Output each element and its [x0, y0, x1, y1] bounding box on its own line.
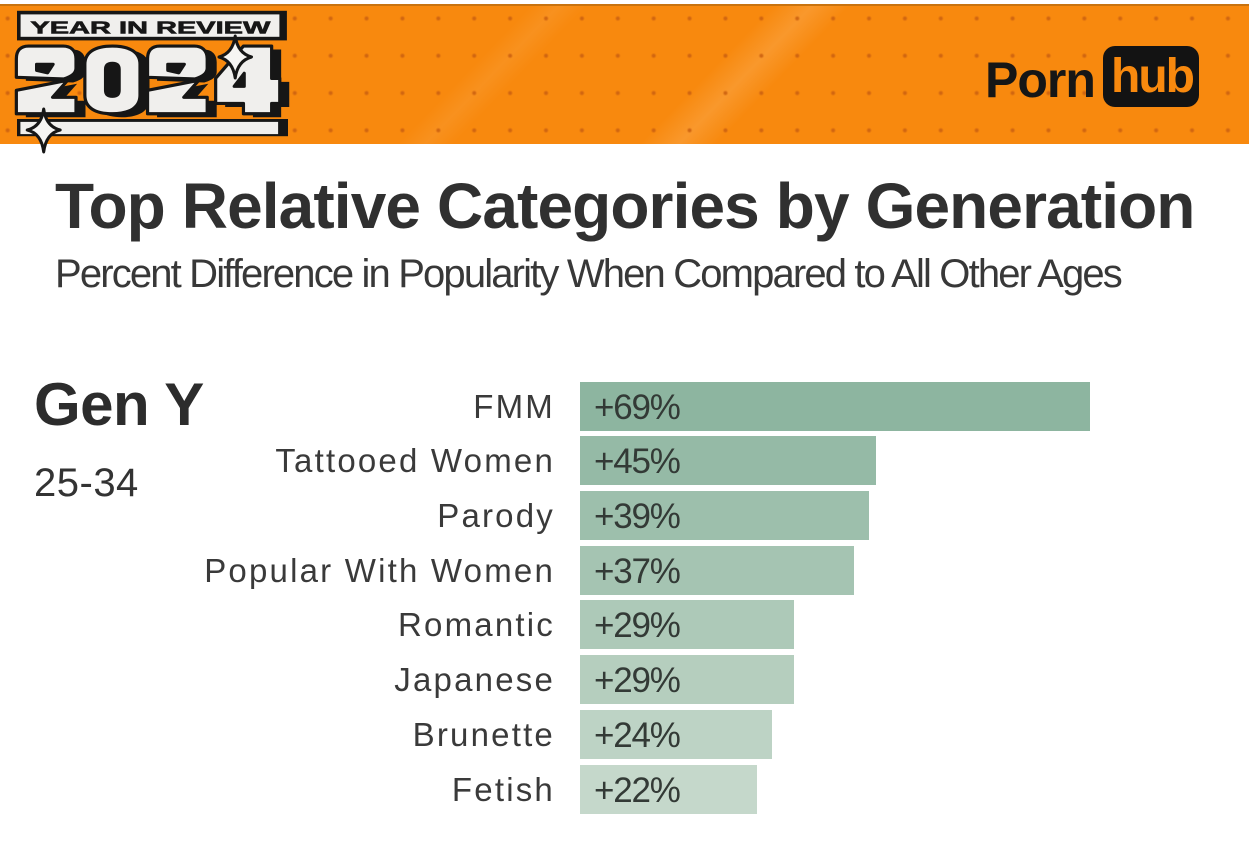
svg-text:YEAR IN REVIEW: YEAR IN REVIEW	[30, 17, 271, 37]
